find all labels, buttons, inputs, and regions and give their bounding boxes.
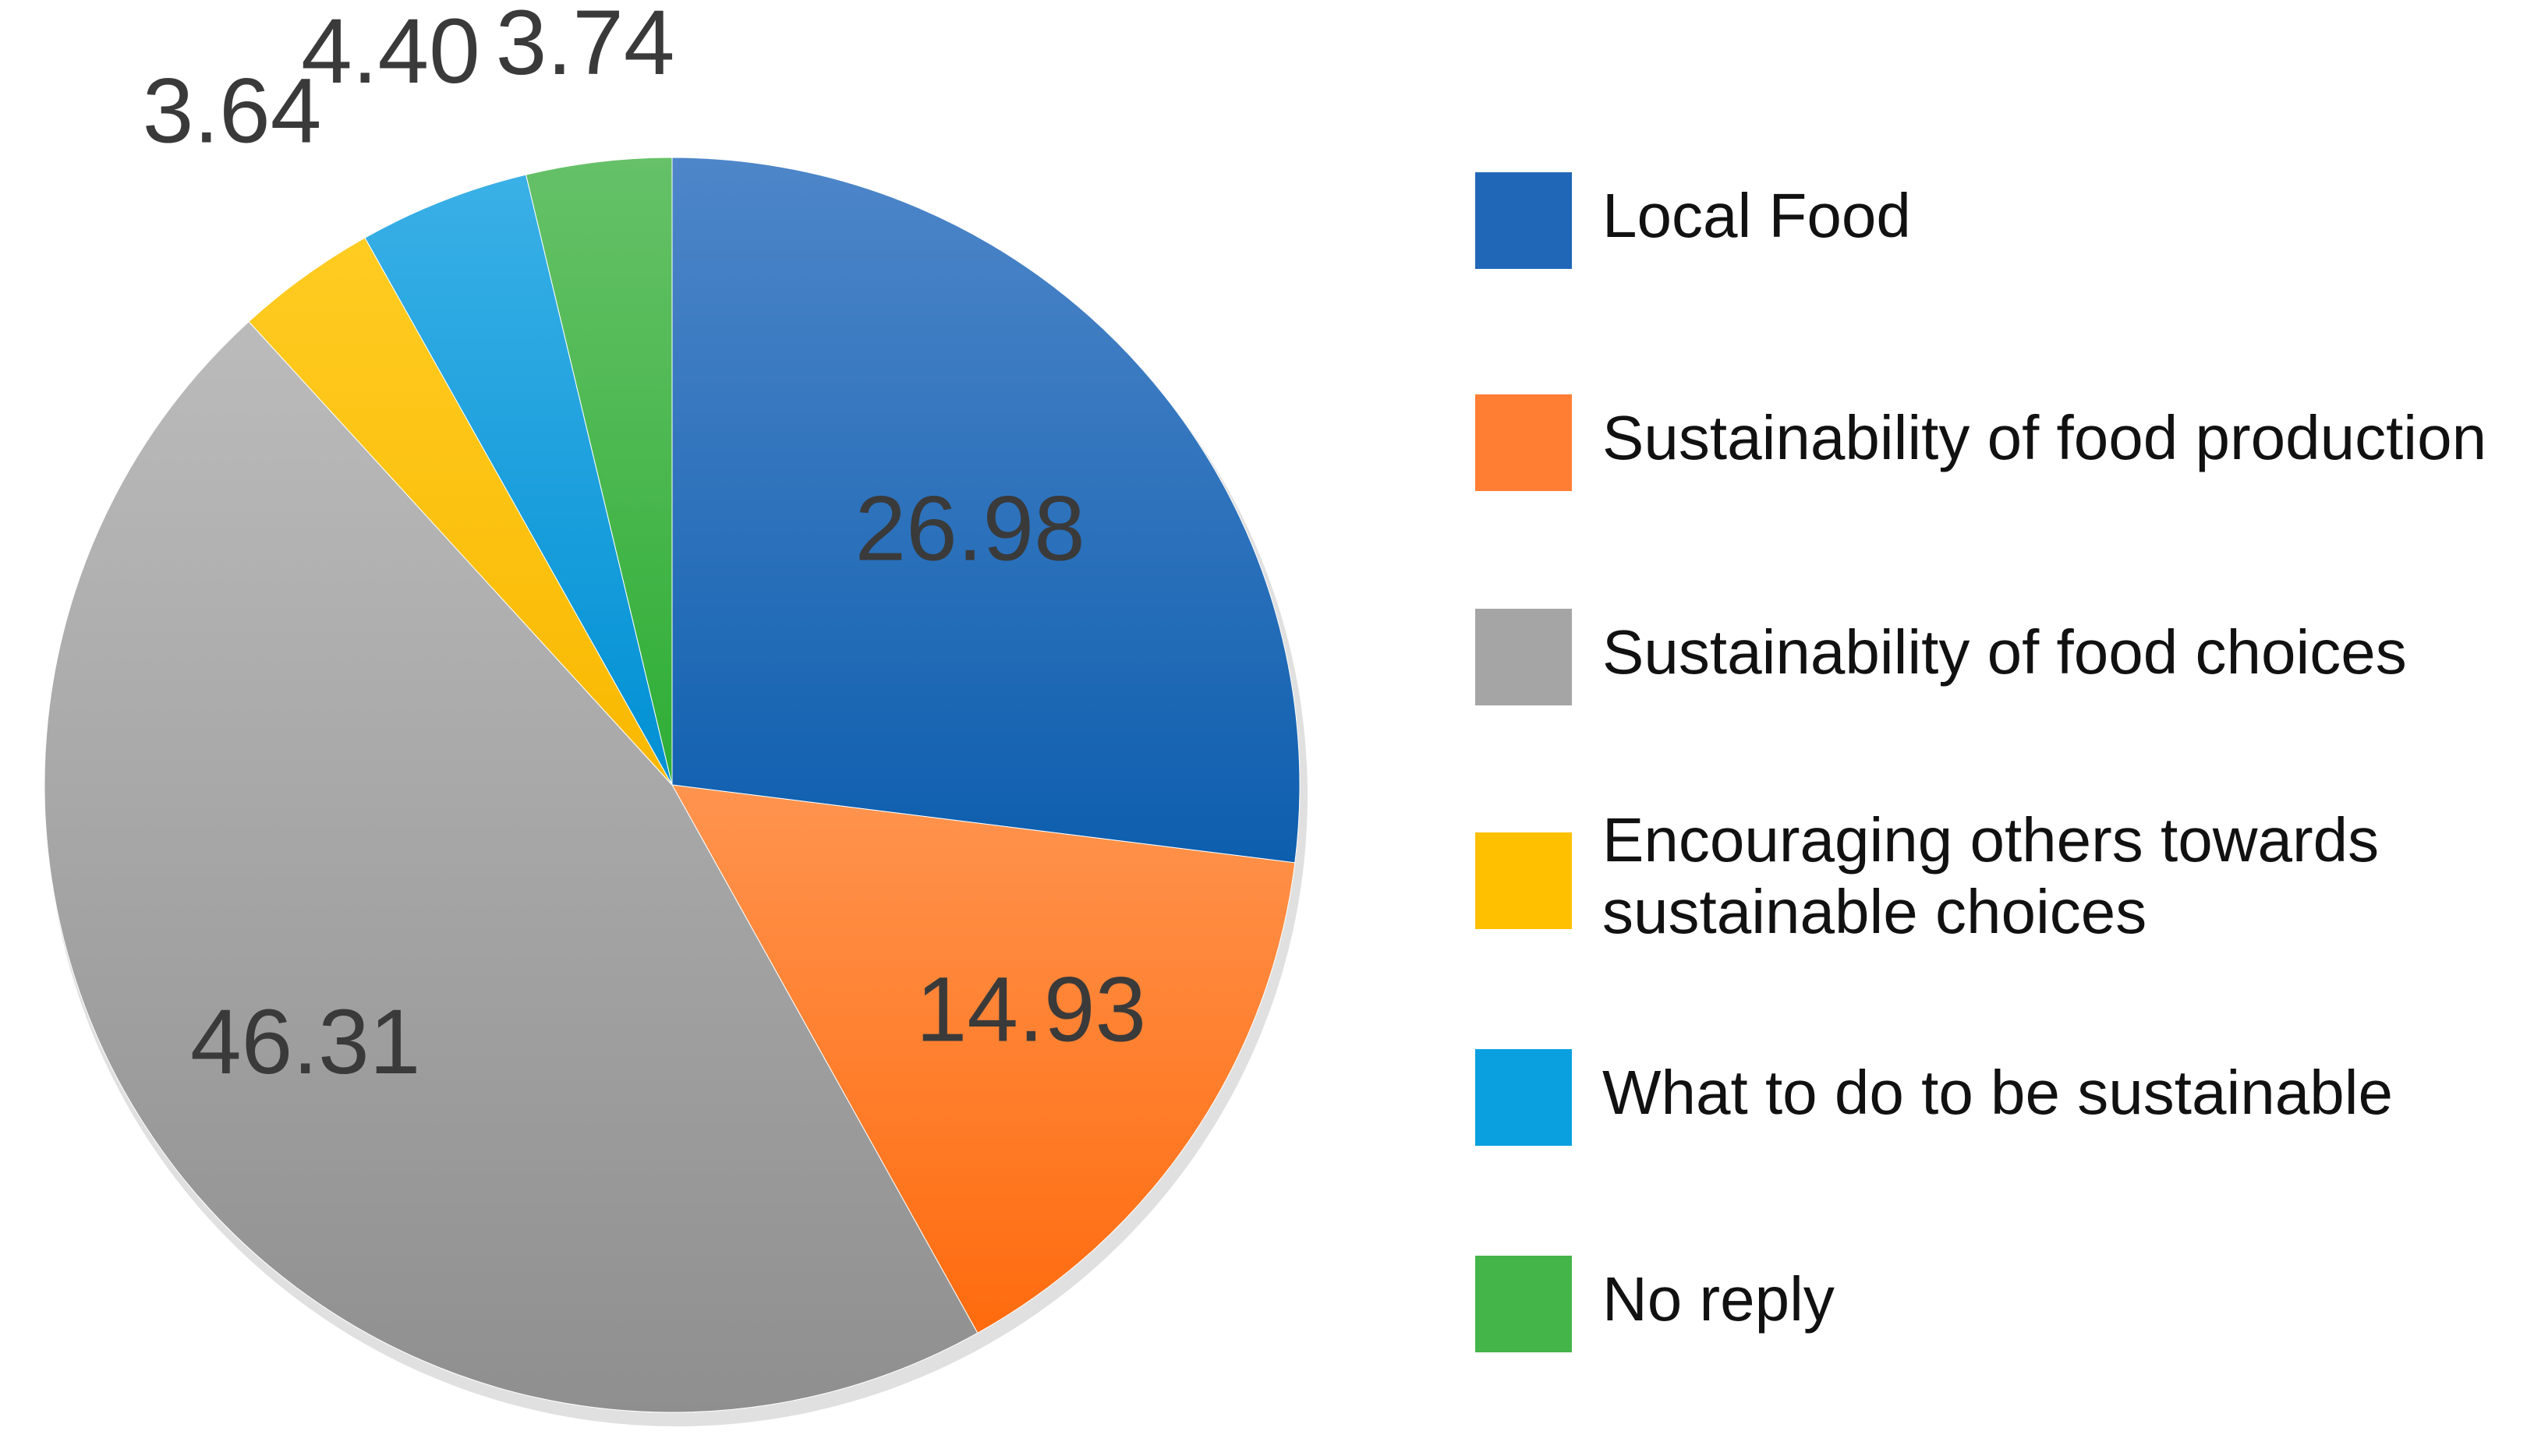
data-label-no-reply: 3.74 [496, 0, 675, 94]
legend-item-sustainability-of-food-choices: Sustainability of food choices [1475, 609, 2407, 705]
legend-swatch [1475, 832, 1572, 929]
pie-slice-what-to-do-to-be-sustainable [364, 174, 673, 786]
legend-label: Sustainability of food choices [1602, 617, 2407, 687]
legend-swatch [1475, 394, 1572, 491]
legend-label: Local Food [1602, 181, 1911, 250]
pie-slice-sustainability-of-food-choices [44, 320, 979, 1413]
data-label-encouraging-others-towards-sustainable-choices: 3.64 [143, 60, 322, 163]
data-label-sustainability-of-food-choices: 46.31 [190, 991, 420, 1094]
data-label-sustainability-of-food-production: 14.93 [916, 958, 1146, 1061]
pie-slice-local-food [671, 157, 1301, 864]
legend-item-local-food: Local Food [1475, 172, 1911, 269]
legend-item-what-to-do-to-be-sustainable: What to do to be sustainable [1475, 1049, 2393, 1146]
legend-swatch [1475, 609, 1572, 705]
pie-slice-no-reply [525, 157, 673, 786]
legend-label: sustainable choices [1602, 877, 2147, 946]
legend-label: What to do to be sustainable [1602, 1058, 2393, 1127]
legend-swatch [1475, 1256, 1572, 1352]
data-label-local-food: 26.98 [855, 478, 1085, 581]
legend: Local Food Sustainability of food product… [1475, 172, 2486, 1352]
pie-slice-sustainability-of-food-production [671, 784, 1296, 1334]
pie-data-labels: 26.98 14.93 46.31 3.644.40 3.74 [143, 0, 1146, 1094]
legend-swatch [1475, 1049, 1572, 1146]
legend-label: No reply [1602, 1264, 1835, 1334]
legend-swatch [1475, 172, 1572, 269]
pie-slices [44, 157, 1301, 1413]
legend-item-sustainability-of-food-production: Sustainability of food production [1475, 394, 2486, 491]
legend-item-no-reply: No reply [1475, 1256, 1835, 1352]
data-label-what-to-do-to-be-sustainable: 4.40 [301, 0, 480, 103]
legend-label: Sustainability of food production [1602, 403, 2486, 472]
legend-label: Encouraging others towards [1602, 805, 2379, 875]
